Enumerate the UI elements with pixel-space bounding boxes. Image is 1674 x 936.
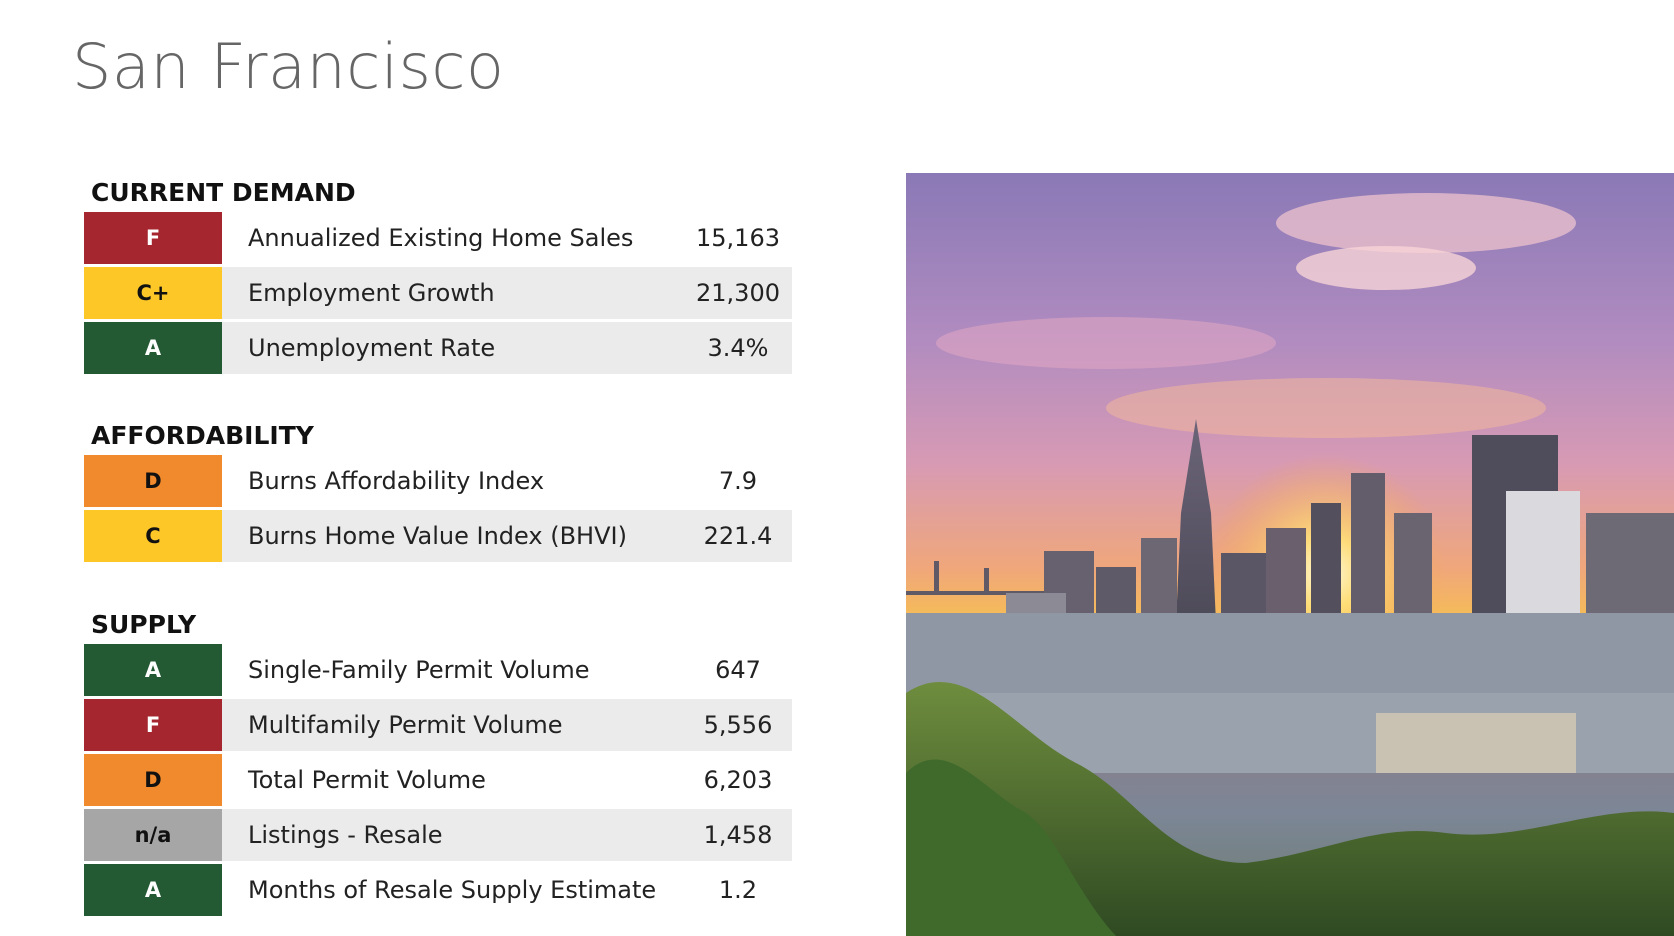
metric-row: A Months of Resale Supply Estimate 1.2 — [84, 864, 792, 916]
grade-badge: F — [84, 212, 222, 264]
metric-row: F Annualized Existing Home Sales 15,163 — [84, 212, 792, 264]
section-affordability: AFFORDABILITY D Burns Affordability Inde… — [84, 420, 792, 565]
metric-value: 1,458 — [684, 809, 792, 861]
metric-label: Total Permit Volume — [248, 766, 486, 794]
section-heading: CURRENT DEMAND — [91, 178, 356, 207]
metric-row: F Multifamily Permit Volume 5,556 — [84, 699, 792, 751]
grade-badge: F — [84, 699, 222, 751]
metric-label: Burns Home Value Index (BHVI) — [222, 510, 684, 562]
section-current-demand: CURRENT DEMAND F Annualized Existing Hom… — [84, 177, 792, 377]
metric-row: A Single-Family Permit Volume 647 — [84, 644, 792, 696]
metric-label: Annualized Existing Home Sales — [248, 224, 634, 252]
metric-value: 15,163 — [696, 224, 780, 252]
metric-value: 221.4 — [684, 510, 792, 562]
skyline-illustration — [906, 193, 1674, 936]
section-supply: SUPPLY A Single-Family Permit Volume 647… — [84, 609, 792, 919]
city-skyline-sunset-image — [906, 173, 1674, 936]
metric-value: 3.4% — [684, 322, 792, 374]
metric-value: 647 — [715, 656, 761, 684]
page-title: San Francisco — [72, 30, 505, 103]
metric-row: n/a Listings - Resale 1,458 — [84, 809, 792, 861]
metric-value: 1.2 — [718, 876, 758, 904]
metric-row: C+ Employment Growth 21,300 — [84, 267, 792, 319]
metric-row: C Burns Home Value Index (BHVI) 221.4 — [84, 510, 792, 562]
metric-label: Listings - Resale — [222, 809, 684, 861]
grade-badge: n/a — [84, 809, 222, 861]
metric-row: D Total Permit Volume 6,203 — [84, 754, 792, 806]
metric-label: Employment Growth — [222, 267, 684, 319]
section-heading: SUPPLY — [91, 610, 197, 639]
metric-label: Months of Resale Supply Estimate — [248, 876, 657, 904]
metric-label: Unemployment Rate — [222, 322, 684, 374]
metric-value: 6,203 — [703, 766, 773, 794]
metric-value: 5,556 — [684, 699, 792, 751]
metric-value: 7.9 — [718, 467, 758, 495]
metric-row: A Unemployment Rate 3.4% — [84, 322, 792, 374]
metric-row: D Burns Affordability Index 7.9 — [84, 455, 792, 507]
grade-badge: A — [84, 644, 222, 696]
metric-label: Single-Family Permit Volume — [248, 656, 590, 684]
metric-label: Multifamily Permit Volume — [222, 699, 684, 751]
section-heading: AFFORDABILITY — [91, 421, 314, 450]
grade-badge: C — [84, 510, 222, 562]
metric-label: Burns Affordability Index — [248, 467, 545, 495]
grade-badge: D — [84, 754, 222, 806]
grade-badge: D — [84, 455, 222, 507]
grade-badge: A — [84, 864, 222, 916]
grade-badge: C+ — [84, 267, 222, 319]
metric-value: 21,300 — [684, 267, 792, 319]
grade-badge: A — [84, 322, 222, 374]
